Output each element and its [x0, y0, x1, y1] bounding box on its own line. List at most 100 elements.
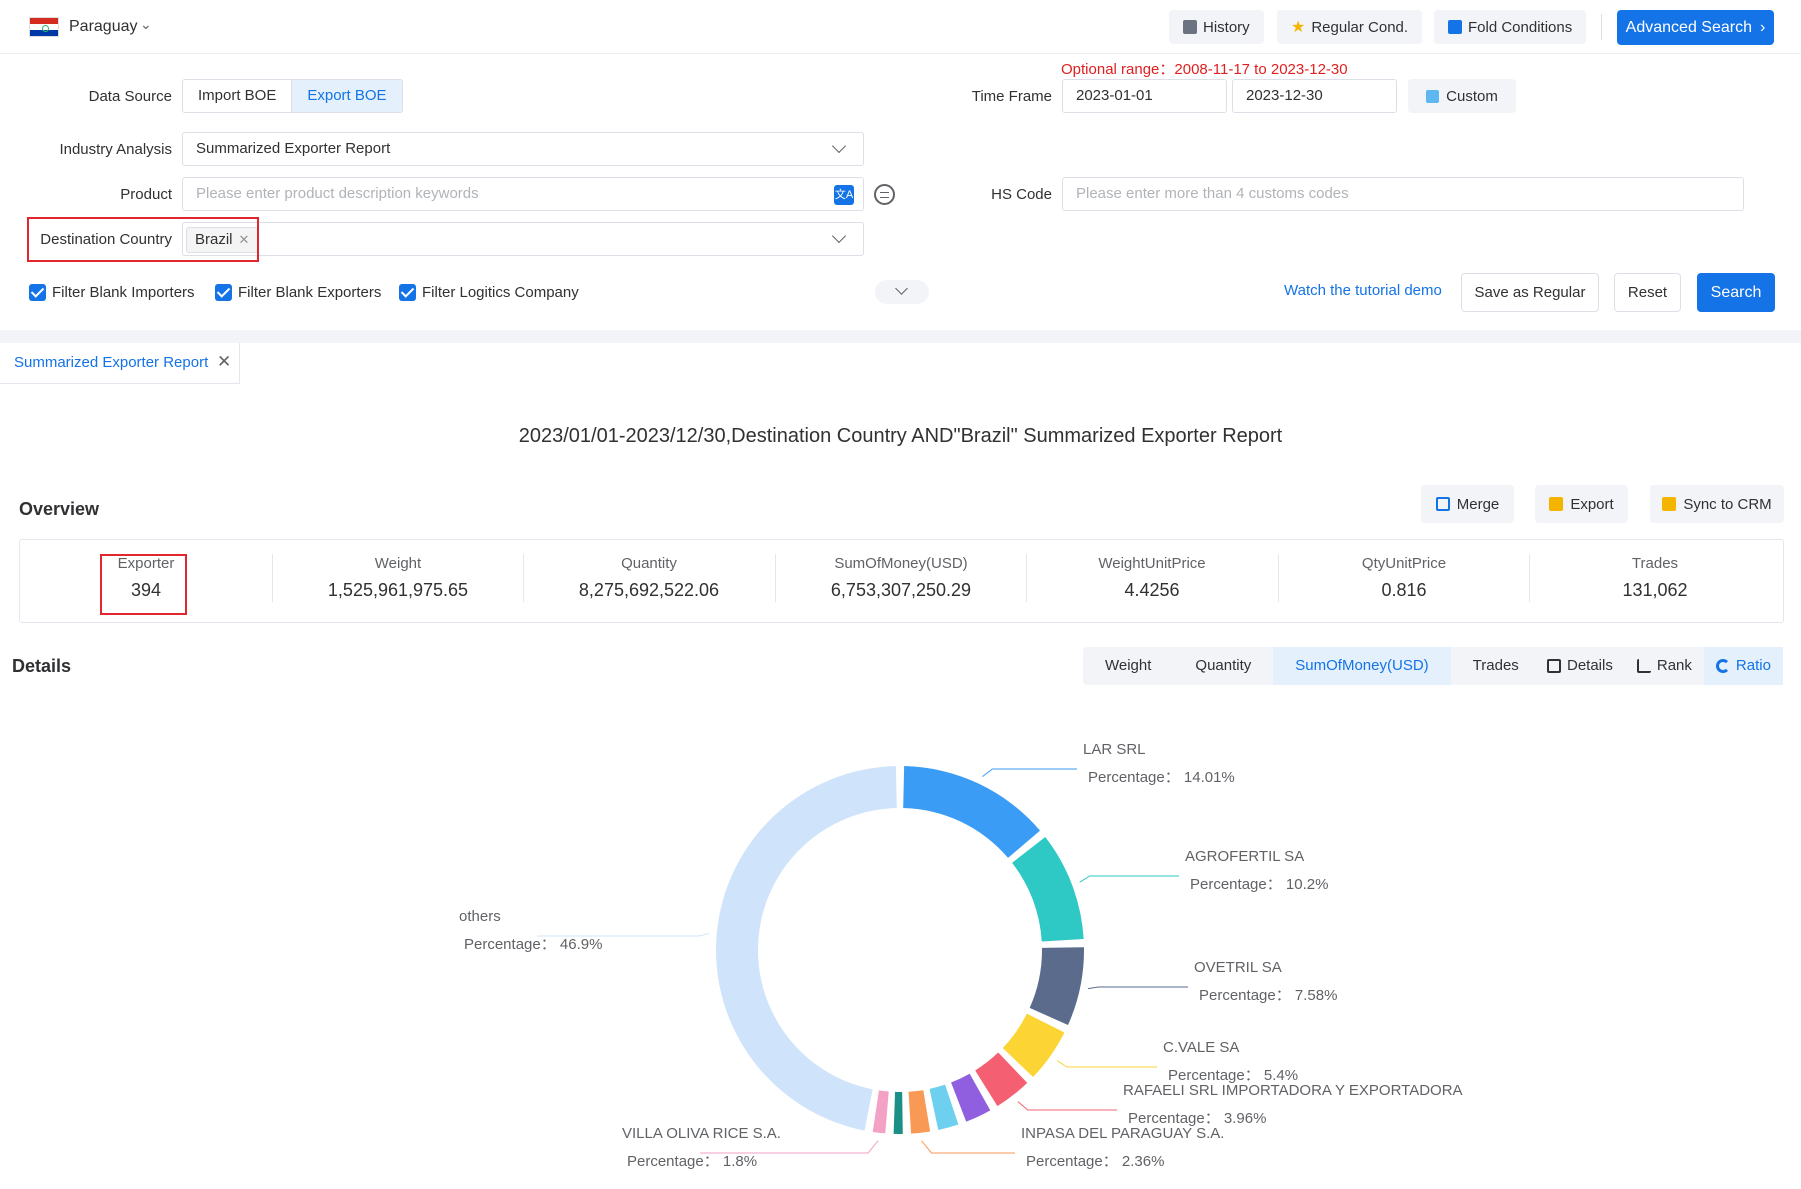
history-button[interactable]: History — [1169, 10, 1264, 44]
divider — [1529, 554, 1530, 602]
time-end-input[interactable]: 2023-12-30 — [1232, 79, 1397, 113]
country-selector[interactable]: Paraguay — [69, 18, 138, 35]
custom-button[interactable]: Custom — [1408, 79, 1516, 113]
export-boe-option[interactable]: Export BOE — [291, 80, 402, 112]
report-title: 2023/01/01-2023/12/30,Destination Countr… — [518, 425, 1283, 447]
keyword-icon[interactable] — [874, 184, 895, 205]
bar-chart-icon — [1636, 659, 1651, 673]
donut-slice[interactable] — [716, 766, 897, 1131]
label-leader-line — [700, 1140, 879, 1154]
label-leader-line — [1056, 1060, 1157, 1068]
donut-slice[interactable] — [975, 1052, 1028, 1107]
slice-name-label: C.VALE SA — [1163, 1039, 1239, 1056]
donut-slice[interactable] — [903, 766, 1041, 858]
view-toggle: Details Rank Ratio — [1535, 647, 1783, 685]
destination-country-select[interactable] — [182, 222, 864, 256]
slice-name-label: LAR SRL — [1083, 741, 1146, 758]
import-boe-option[interactable]: Import BOE — [198, 87, 277, 104]
view-details[interactable]: Details — [1535, 647, 1625, 685]
destination-country-label: Destination Country — [40, 231, 172, 248]
export-icon — [1549, 497, 1564, 511]
donut-slice[interactable] — [872, 1090, 889, 1134]
label-leader-line — [1087, 986, 1188, 990]
product-label: Product — [120, 186, 172, 203]
view-ratio[interactable]: Ratio — [1703, 647, 1783, 685]
donut-slice[interactable] — [893, 1091, 903, 1134]
checkbox-checked-icon — [215, 284, 232, 301]
merge-icon — [1435, 497, 1450, 511]
slice-name-label: VILLA OLIVA RICE S.A. — [622, 1125, 781, 1142]
save-as-regular-button[interactable]: Save as Regular — [1461, 273, 1599, 312]
metric-trades[interactable]: Trades — [1472, 657, 1519, 674]
metric-weight[interactable]: Weight — [1105, 657, 1152, 674]
close-icon[interactable]: ✕ — [217, 352, 232, 371]
metric-toggle: Weight Quantity SumOfMoney(USD) Trades — [1083, 647, 1541, 685]
slice-name-label: RAFAELI SRL IMPORTADORA Y EXPORTADORA — [1123, 1082, 1463, 1099]
highlight-box — [27, 217, 259, 262]
slice-percentage-label: Percentage： 5.4% — [1168, 1067, 1298, 1084]
checkbox-checked-icon — [399, 284, 416, 301]
highlight-box — [100, 554, 187, 615]
time-frame-label: Time Frame — [971, 88, 1052, 105]
fold-icon — [1448, 20, 1462, 34]
donut-slice[interactable] — [908, 1090, 931, 1134]
product-input[interactable]: Please enter product description keyword… — [182, 177, 864, 211]
overview-title: Overview — [19, 499, 100, 519]
tab-summarized-exporter-report[interactable]: Summarized Exporter Report ✕ — [0, 343, 240, 384]
section-divider — [0, 330, 1801, 343]
close-icon[interactable]: ✕ — [238, 232, 250, 247]
stat-weight-unit-price: WeightUnitPrice 4.4256 — [1098, 555, 1206, 600]
divider — [1601, 14, 1602, 40]
stat-trades: Trades 131,062 — [1622, 555, 1688, 600]
industry-analysis-select[interactable]: Summarized Exporter Report — [182, 132, 864, 166]
stat-qty-unit-price: QtyUnitPrice 0.816 — [1361, 555, 1447, 600]
translate-icon[interactable]: 文A — [834, 185, 854, 205]
folder-icon — [1662, 497, 1677, 511]
sync-to-crm-button[interactable]: Sync to CRM — [1650, 485, 1784, 523]
stat-sum-of-money: SumOfMoney(USD) 6,753,307,250.29 — [830, 555, 972, 600]
label-leader-line — [982, 768, 1077, 777]
fold-conditions-button[interactable]: Fold Conditions — [1434, 10, 1587, 44]
expand-button[interactable] — [875, 280, 929, 304]
divider — [272, 554, 273, 602]
divider — [1278, 554, 1279, 602]
search-button[interactable]: Search — [1697, 273, 1775, 312]
slice-percentage-label: Percentage： 46.9% — [464, 936, 602, 953]
label-leader-line — [921, 1140, 1015, 1154]
slice-name-label: others — [459, 908, 501, 925]
advanced-search-button[interactable]: Advanced Search › — [1617, 10, 1774, 45]
time-start-input[interactable]: 2023-01-01 — [1062, 79, 1227, 113]
slice-name-label: AGROFERTIL SA — [1185, 848, 1304, 865]
slice-percentage-label: Percentage： 1.8% — [627, 1153, 757, 1170]
hs-code-input[interactable]: Please enter more than 4 customs codes — [1062, 177, 1744, 211]
metric-quantity[interactable]: Quantity — [1195, 657, 1252, 674]
merge-button[interactable]: Merge — [1421, 485, 1514, 523]
donut-chart-icon — [1715, 659, 1730, 673]
donut-slice[interactable] — [929, 1084, 959, 1130]
filter-logistics-company-checkbox[interactable]: Filter Logitics Company — [399, 284, 579, 301]
tutorial-link[interactable]: Watch the tutorial demo — [1284, 282, 1442, 299]
donut-slice[interactable] — [1002, 1013, 1065, 1078]
label-leader-line — [537, 933, 709, 937]
filter-blank-exporters-checkbox[interactable]: Filter Blank Exporters — [215, 284, 381, 301]
chevron-down-icon — [895, 282, 908, 295]
export-button[interactable]: Export — [1535, 485, 1628, 523]
stat-exporter: Exporter 394 — [117, 555, 175, 600]
data-source-label: Data Source — [88, 88, 172, 105]
donut-slice[interactable] — [951, 1073, 991, 1122]
donut-slice[interactable] — [1012, 837, 1084, 942]
filter-blank-importers-checkbox[interactable]: Filter Blank Importers — [29, 284, 195, 301]
reset-button[interactable]: Reset — [1614, 273, 1681, 312]
top-bar: Paraguay ⌄ History ★ Regular Cond. Fold … — [0, 0, 1801, 54]
slice-name-label: OVETRIL SA — [1194, 959, 1282, 976]
chevron-down-icon[interactable]: ⌄ — [140, 16, 152, 32]
donut-slice[interactable] — [1029, 947, 1084, 1026]
table-icon — [1547, 659, 1561, 673]
slice-percentage-label: Percentage： 14.01% — [1088, 769, 1235, 786]
star-icon: ★ — [1291, 19, 1306, 36]
slice-percentage-label: Percentage： 3.96% — [1128, 1110, 1266, 1127]
view-rank[interactable]: Rank — [1625, 647, 1704, 685]
regular-cond-button[interactable]: ★ Regular Cond. — [1277, 10, 1423, 44]
history-icon — [1183, 20, 1197, 34]
metric-sum-of-money[interactable]: SumOfMoney(USD) — [1273, 647, 1451, 685]
